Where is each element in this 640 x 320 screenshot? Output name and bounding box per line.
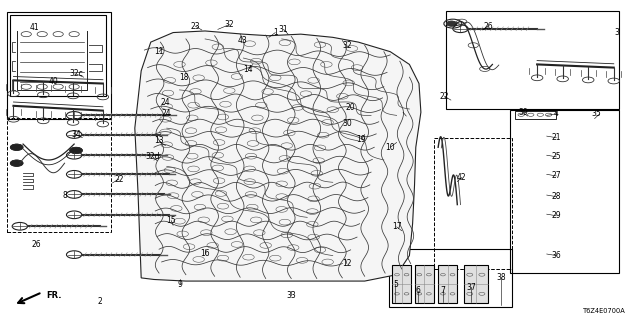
- Text: 26: 26: [483, 22, 493, 31]
- Text: 25: 25: [552, 152, 561, 161]
- Text: 41: 41: [29, 23, 39, 32]
- Text: 43: 43: [237, 36, 247, 45]
- Text: 18: 18: [179, 73, 189, 82]
- Text: 11: 11: [154, 47, 164, 56]
- Bar: [438, 265, 458, 303]
- Text: 21: 21: [552, 133, 561, 142]
- Text: 14: 14: [244, 65, 253, 74]
- Bar: [434, 138, 511, 269]
- Polygon shape: [135, 31, 421, 281]
- Text: FR.: FR.: [47, 291, 62, 300]
- Bar: [7, 118, 111, 232]
- Text: 34: 34: [71, 130, 81, 139]
- Bar: [10, 15, 106, 96]
- Bar: [447, 11, 619, 109]
- Text: 30: 30: [342, 119, 353, 128]
- Text: 16: 16: [200, 250, 210, 259]
- Text: 32c: 32c: [69, 69, 83, 78]
- Bar: [392, 265, 412, 303]
- Text: 1: 1: [273, 28, 278, 37]
- Text: 40: 40: [48, 77, 58, 86]
- Text: 13: 13: [154, 136, 164, 145]
- Circle shape: [10, 144, 23, 150]
- Text: 39: 39: [518, 108, 528, 117]
- Text: 32: 32: [342, 41, 352, 50]
- Bar: [464, 265, 488, 303]
- Bar: [510, 110, 619, 273]
- Text: 33: 33: [286, 291, 296, 300]
- Text: 20: 20: [346, 103, 355, 112]
- Text: 12: 12: [342, 259, 351, 268]
- Text: 4: 4: [554, 109, 559, 118]
- Circle shape: [447, 21, 457, 26]
- Text: 3: 3: [614, 28, 620, 37]
- Text: 35: 35: [591, 109, 602, 118]
- Text: 38: 38: [496, 273, 506, 282]
- Bar: [515, 111, 556, 119]
- Text: 22: 22: [440, 92, 449, 101]
- Text: 2: 2: [97, 297, 102, 306]
- Text: 42: 42: [457, 173, 467, 182]
- Text: 10: 10: [385, 143, 395, 152]
- Text: 23: 23: [191, 22, 200, 31]
- Text: 24: 24: [161, 98, 170, 107]
- Text: 15: 15: [166, 216, 176, 225]
- Text: T6Z4E0700A: T6Z4E0700A: [582, 308, 625, 314]
- Text: 22: 22: [114, 175, 124, 184]
- Text: 29: 29: [552, 211, 561, 220]
- Text: 37: 37: [467, 283, 476, 292]
- Bar: [389, 249, 511, 307]
- Text: 19: 19: [356, 135, 366, 144]
- Text: 17: 17: [392, 222, 401, 231]
- Circle shape: [70, 147, 83, 154]
- Text: 5: 5: [393, 280, 398, 289]
- Text: 32d: 32d: [145, 152, 160, 161]
- Text: 27: 27: [552, 172, 561, 180]
- Text: 36: 36: [552, 251, 561, 260]
- Bar: [415, 265, 434, 303]
- Text: 31: 31: [279, 25, 289, 34]
- Bar: [7, 12, 111, 119]
- Text: 28: 28: [552, 192, 561, 201]
- Text: 32: 32: [225, 20, 234, 29]
- Text: 24: 24: [162, 109, 172, 118]
- Text: 7: 7: [441, 286, 445, 295]
- Circle shape: [10, 160, 23, 166]
- Text: 6: 6: [416, 286, 420, 295]
- Text: 8: 8: [62, 190, 67, 200]
- Text: 9: 9: [177, 280, 182, 289]
- Text: 26: 26: [31, 240, 40, 249]
